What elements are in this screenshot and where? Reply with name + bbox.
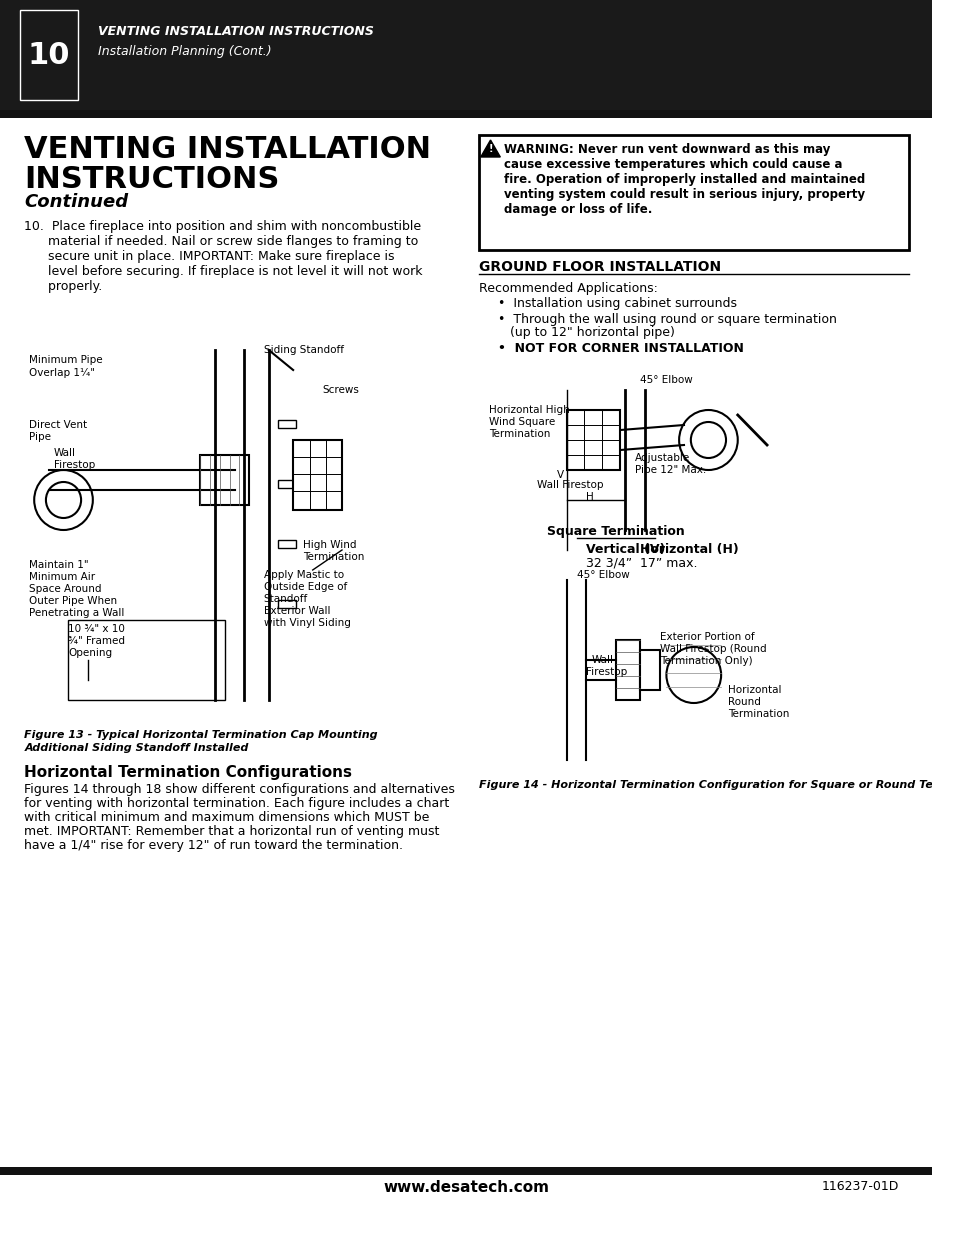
Text: material if needed. Nail or screw side flanges to framing to: material if needed. Nail or screw side f… [25, 235, 418, 248]
Text: 17” max.: 17” max. [639, 557, 697, 571]
Text: Screws: Screws [322, 385, 359, 395]
Text: Termination: Termination [303, 552, 364, 562]
Text: Additional Siding Standoff Installed: Additional Siding Standoff Installed [25, 743, 249, 753]
Bar [0, 1167, 931, 1174]
Text: GROUND FLOOR INSTALLATION: GROUND FLOOR INSTALLATION [478, 261, 720, 274]
Text: Firestop: Firestop [53, 459, 95, 471]
Text: Penetrating a Wall: Penetrating a Wall [30, 608, 125, 618]
Bar [293, 440, 341, 510]
Polygon shape [480, 140, 499, 157]
Text: Horizontal: Horizontal [727, 685, 781, 695]
Text: VENTING INSTALLATION INSTRUCTIONS: VENTING INSTALLATION INSTRUCTIONS [97, 25, 374, 38]
Text: Wall: Wall [591, 655, 613, 664]
Text: Outside Edge of: Outside Edge of [264, 582, 347, 592]
Text: for venting with horizontal termination. Each figure includes a chart: for venting with horizontal termination.… [25, 797, 449, 810]
Bar [278, 420, 295, 429]
Bar [0, 110, 931, 119]
Bar [69, 620, 225, 700]
Text: Termination: Termination [488, 429, 549, 438]
Bar [278, 540, 295, 548]
Text: Minimum Air: Minimum Air [30, 572, 95, 582]
Text: Square Termination: Square Termination [546, 525, 683, 538]
Text: (up to 12" horizontal pipe): (up to 12" horizontal pipe) [510, 326, 674, 338]
Text: INSTRUCTIONS: INSTRUCTIONS [25, 165, 279, 194]
Text: Siding Standoff: Siding Standoff [264, 345, 343, 354]
Text: 10.  Place fireplace into position and shim with noncombustible: 10. Place fireplace into position and sh… [25, 220, 421, 233]
Bar [615, 640, 639, 700]
Text: Wind Square: Wind Square [488, 417, 555, 427]
Text: Horizontal (H): Horizontal (H) [639, 543, 738, 556]
Text: 10 ¾" x 10: 10 ¾" x 10 [69, 624, 125, 634]
Text: Space Around: Space Around [30, 584, 102, 594]
Text: met. IMPORTANT: Remember that a horizontal run of venting must: met. IMPORTANT: Remember that a horizont… [25, 825, 439, 839]
Text: Exterior Wall: Exterior Wall [264, 606, 330, 616]
Text: •  Through the wall using round or square termination: • Through the wall using round or square… [497, 312, 837, 326]
Text: secure unit in place. IMPORTANT: Make sure fireplace is: secure unit in place. IMPORTANT: Make su… [25, 249, 395, 263]
Bar [278, 600, 295, 608]
Text: Vertical (V): Vertical (V) [586, 543, 665, 556]
Bar [19, 10, 78, 100]
Text: www.desatech.com: www.desatech.com [383, 1179, 549, 1195]
Text: Wall: Wall [53, 448, 75, 458]
Text: Figure 14 - Horizontal Termination Configuration for Square or Round Termination: Figure 14 - Horizontal Termination Confi… [478, 781, 953, 790]
Text: Round: Round [727, 697, 760, 706]
Text: Wall Firestop (Round: Wall Firestop (Round [659, 643, 765, 655]
Text: VENTING INSTALLATION: VENTING INSTALLATION [25, 135, 431, 164]
Text: 45° Elbow: 45° Elbow [639, 375, 692, 385]
Text: Recommended Applications:: Recommended Applications: [478, 282, 657, 295]
Bar [639, 650, 659, 690]
Text: Installation Planning (Cont.): Installation Planning (Cont.) [97, 44, 271, 58]
Text: •  NOT FOR CORNER INSTALLATION: • NOT FOR CORNER INSTALLATION [497, 342, 743, 354]
Bar [478, 135, 908, 249]
Text: with critical minimum and maximum dimensions which MUST be: with critical minimum and maximum dimens… [25, 811, 430, 824]
Text: Apply Mastic to: Apply Mastic to [264, 571, 344, 580]
Text: Pipe 12" Max.: Pipe 12" Max. [635, 466, 705, 475]
Text: High Wind: High Wind [303, 540, 356, 550]
Bar [278, 480, 295, 488]
Text: Maintain 1": Maintain 1" [30, 559, 89, 571]
Text: Figures 14 through 18 show different configurations and alternatives: Figures 14 through 18 show different con… [25, 783, 455, 797]
Text: Pipe: Pipe [30, 432, 51, 442]
Text: H: H [586, 492, 594, 501]
Text: V: V [557, 471, 563, 480]
Text: 32 3/4”: 32 3/4” [586, 557, 632, 571]
Text: Termination: Termination [727, 709, 788, 719]
Text: Firestop: Firestop [586, 667, 627, 677]
Text: !: ! [488, 144, 493, 154]
Text: Minimum Pipe: Minimum Pipe [30, 354, 103, 366]
Text: Opening: Opening [69, 648, 112, 658]
Text: properly.: properly. [25, 280, 103, 293]
Text: ¾" Framed: ¾" Framed [69, 636, 125, 646]
Text: have a 1/4" rise for every 12" of run toward the termination.: have a 1/4" rise for every 12" of run to… [25, 839, 403, 852]
Text: •  Installation using cabinet surrounds: • Installation using cabinet surrounds [497, 296, 737, 310]
Text: 10: 10 [28, 41, 70, 69]
Bar [200, 454, 249, 505]
Text: Standoff: Standoff [264, 594, 308, 604]
Bar [566, 410, 619, 471]
Text: level before securing. If fireplace is not level it will not work: level before securing. If fireplace is n… [25, 266, 422, 278]
Text: 116237-01D: 116237-01D [821, 1179, 898, 1193]
Text: Figure 13 - Typical Horizontal Termination Cap Mounting: Figure 13 - Typical Horizontal Terminati… [25, 730, 377, 740]
Text: Outer Pipe When: Outer Pipe When [30, 597, 117, 606]
Bar [0, 0, 931, 110]
Text: Overlap 1¹⁄₄": Overlap 1¹⁄₄" [30, 368, 95, 378]
Text: Continued: Continued [25, 193, 129, 211]
Text: with Vinyl Siding: with Vinyl Siding [264, 618, 351, 629]
Text: Exterior Portion of: Exterior Portion of [659, 632, 754, 642]
Text: 45° Elbow: 45° Elbow [576, 571, 629, 580]
Text: WARNING: Never run vent downward as this may
cause excessive temperatures which : WARNING: Never run vent downward as this… [504, 143, 864, 216]
Text: Adjustable: Adjustable [635, 453, 690, 463]
Text: Wall Firestop: Wall Firestop [537, 480, 603, 490]
Text: Horizontal Termination Configurations: Horizontal Termination Configurations [25, 764, 352, 781]
Text: Horizontal High: Horizontal High [488, 405, 569, 415]
Text: Direct Vent: Direct Vent [30, 420, 88, 430]
Text: Termination Only): Termination Only) [659, 656, 751, 666]
